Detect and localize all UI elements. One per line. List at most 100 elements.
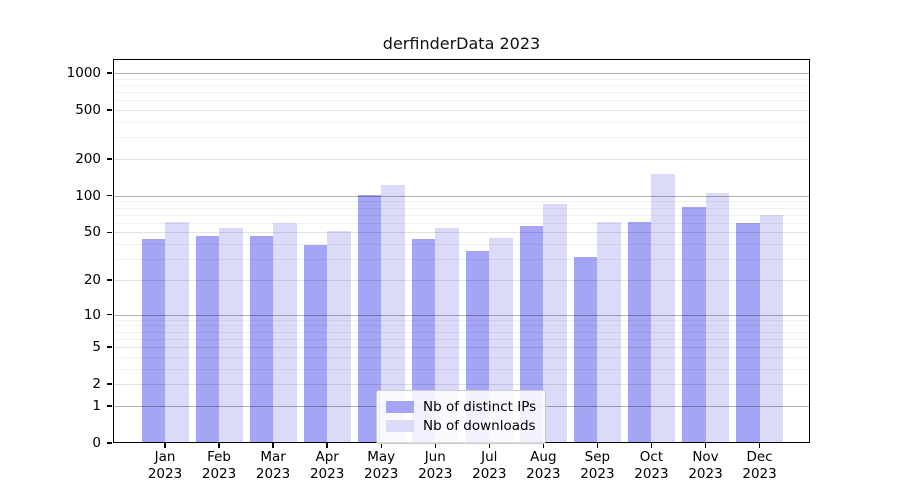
x-tick-label-nov: Nov 2023 — [676, 449, 736, 483]
x-tick-year: 2023 — [526, 466, 561, 482]
x-tick-month: Aug — [530, 449, 557, 465]
bar-downloads-nov — [705, 193, 729, 443]
x-tickmark-dec — [758, 443, 761, 448]
x-tickmark-may — [380, 443, 382, 448]
x-tickmark-apr — [326, 443, 328, 448]
x-tick-month: Sep — [584, 449, 611, 465]
x-tickmark-aug — [542, 443, 545, 448]
y-tick-label-10: 10 — [83, 306, 101, 323]
x-tick-month: Apr — [315, 449, 339, 465]
x-tick-label-dec: Dec 2023 — [730, 449, 790, 483]
x-tick-month: May — [367, 449, 396, 465]
x-tickmark-jul — [488, 443, 490, 448]
x-tick-year: 2023 — [147, 466, 183, 482]
y-tickmark-20 — [107, 279, 112, 281]
x-tickmark-sep — [596, 443, 599, 448]
y-tick-label-1000: 1000 — [66, 64, 101, 81]
y-tickmark-2 — [107, 383, 112, 385]
x-tick-label-aug: Aug 2023 — [513, 449, 573, 483]
x-tick-year: 2023 — [472, 466, 507, 482]
y-tick-label-20: 20 — [83, 271, 101, 288]
x-tickmark-feb — [218, 443, 220, 448]
x-tick-year: 2023 — [580, 466, 615, 482]
bar-downloads-jan — [165, 221, 189, 443]
x-tick-year: 2023 — [688, 466, 723, 482]
plot-area: Nb of distinct IPs Nb of downloads — [113, 59, 810, 444]
y-tick-label-500: 500 — [75, 102, 101, 119]
x-tickmark-jan — [164, 443, 166, 448]
x-tick-month: Jan — [154, 449, 176, 465]
x-tick-month: Dec — [746, 449, 773, 465]
x-tick-year: 2023 — [634, 466, 669, 482]
x-tickmark-nov — [704, 443, 707, 448]
bar-ips-aug — [519, 226, 544, 443]
x-tick-year: 2023 — [309, 466, 345, 482]
bar-downloads-aug — [543, 204, 567, 443]
y-tickmark-5 — [107, 346, 112, 348]
bar-ips-sep — [573, 257, 598, 443]
y-tickmark-0 — [107, 442, 112, 444]
x-tick-year: 2023 — [364, 466, 399, 482]
y-tickmark-500 — [107, 109, 112, 111]
bar-ips-jan — [141, 239, 165, 443]
x-tick-year: 2023 — [255, 466, 291, 482]
y-tick-label-50: 50 — [83, 224, 101, 241]
y-tickmark-200 — [107, 158, 112, 160]
bar-ips-oct — [627, 221, 652, 443]
x-tick-label-mar: Mar 2023 — [243, 449, 303, 483]
legend-label-distinct-ips: Nb of distinct IPs — [423, 399, 537, 415]
bar-downloads-may — [381, 184, 405, 443]
bar-downloads-sep — [597, 221, 621, 443]
legend-swatch-downloads-icon — [386, 420, 414, 432]
bars-layer — [113, 59, 810, 443]
bar-downloads-jun — [435, 228, 459, 443]
bar-downloads-oct — [651, 173, 675, 443]
legend: Nb of distinct IPs Nb of downloads — [376, 390, 547, 444]
bar-downloads-mar — [273, 222, 297, 443]
bar-ips-may — [357, 195, 382, 443]
x-tick-year: 2023 — [742, 466, 777, 482]
x-tick-month: Mar — [260, 449, 286, 465]
y-tick-label-1: 1 — [92, 397, 101, 414]
y-tick-label-100: 100 — [75, 187, 101, 204]
x-tickmark-mar — [272, 443, 274, 448]
x-tick-year: 2023 — [418, 466, 453, 482]
x-tick-label-oct: Oct 2023 — [621, 449, 681, 483]
bar-downloads-apr — [327, 231, 351, 443]
x-tick-label-sep: Sep 2023 — [567, 449, 627, 483]
x-tick-month: Feb — [207, 449, 231, 465]
y-tickmark-100 — [107, 195, 112, 197]
legend-item-downloads: Nb of downloads — [386, 418, 536, 434]
bar-ips-dec — [736, 222, 760, 443]
x-tick-month: Jul — [481, 449, 498, 465]
y-tickmark-1 — [107, 405, 112, 407]
x-tick-month: Oct — [639, 449, 664, 465]
y-tickmark-50 — [107, 231, 112, 234]
y-tick-label-5: 5 — [92, 339, 101, 356]
bar-downloads-dec — [759, 214, 784, 443]
x-tick-month: Jun — [424, 449, 446, 465]
x-tick-month: Nov — [692, 449, 719, 465]
y-tickmark-1000 — [107, 72, 112, 74]
x-tick-label-jun: Jun 2023 — [405, 449, 465, 483]
chart-title: derfinderData 2023 — [382, 34, 541, 53]
bar-ips-mar — [249, 235, 274, 443]
y-tick-label-2: 2 — [92, 376, 101, 393]
x-tickmark-oct — [650, 443, 653, 448]
x-tick-label-apr: Apr 2023 — [297, 449, 357, 483]
bar-ips-nov — [682, 206, 706, 443]
legend-item-distinct-ips: Nb of distinct IPs — [386, 399, 536, 415]
legend-label-downloads: Nb of downloads — [423, 418, 536, 434]
x-tick-label-may: May 2023 — [351, 449, 411, 483]
legend-swatch-distinct-ips-icon — [386, 401, 414, 413]
y-tick-label-200: 200 — [75, 150, 101, 167]
x-tick-year: 2023 — [201, 466, 237, 482]
x-tick-label-jan: Jan 2023 — [135, 449, 195, 483]
x-tick-label-jul: Jul 2023 — [459, 449, 519, 483]
bar-downloads-feb — [219, 228, 243, 443]
bar-ips-feb — [195, 235, 220, 443]
y-tick-label-0: 0 — [92, 435, 101, 451]
x-tickmark-jun — [434, 443, 436, 448]
y-tickmark-10 — [107, 313, 112, 316]
